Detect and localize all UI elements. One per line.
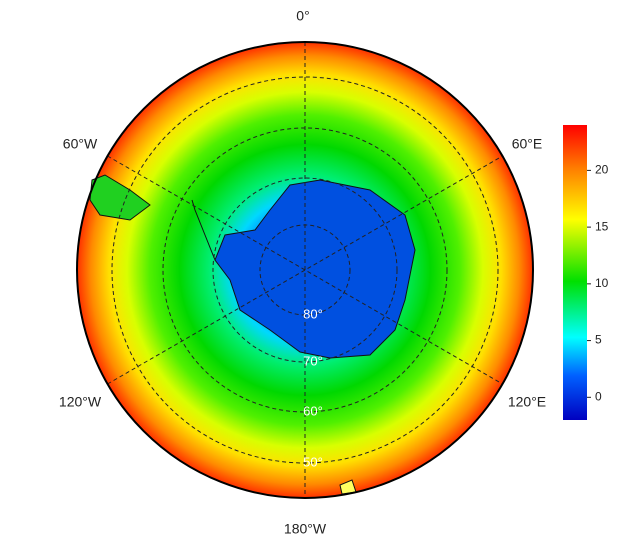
lat-label: 70° bbox=[303, 353, 323, 368]
colorbar-tick-label: 0 bbox=[595, 389, 602, 403]
lon-label: 60°W bbox=[63, 136, 98, 152]
lat-circle bbox=[212, 177, 398, 363]
colorbar-tick-label: 10 bbox=[595, 276, 609, 290]
lon-label: 120°E bbox=[508, 394, 546, 410]
lon-label: 180°W bbox=[284, 521, 327, 537]
colorbar-ramp bbox=[563, 125, 587, 420]
colorbar-tick-label: 15 bbox=[595, 219, 609, 233]
meridian bbox=[107, 155, 503, 385]
colorbar-tick-label: 20 bbox=[595, 163, 609, 177]
south-america bbox=[89, 174, 151, 221]
lat-label: 60° bbox=[303, 403, 323, 418]
lon-label: 0° bbox=[296, 8, 309, 24]
antarctica bbox=[214, 179, 416, 359]
lat-label: 50° bbox=[303, 454, 323, 469]
lon-label: 60°E bbox=[512, 136, 543, 152]
colorbar-tick-label: 5 bbox=[595, 333, 602, 347]
peninsula bbox=[191, 199, 216, 261]
meridian bbox=[107, 155, 503, 385]
colorbar: 0 5 10 15 20 bbox=[563, 125, 609, 420]
lat-label: 80° bbox=[303, 306, 323, 321]
map-border bbox=[76, 41, 534, 499]
latitude-labels: 80° 70° 60° 50° bbox=[303, 306, 323, 469]
longitude-labels: 0° 60°E 120°E 180°W 120°W 60°W bbox=[59, 8, 546, 537]
lon-label: 120°W bbox=[59, 394, 102, 410]
graticule bbox=[76, 41, 534, 499]
